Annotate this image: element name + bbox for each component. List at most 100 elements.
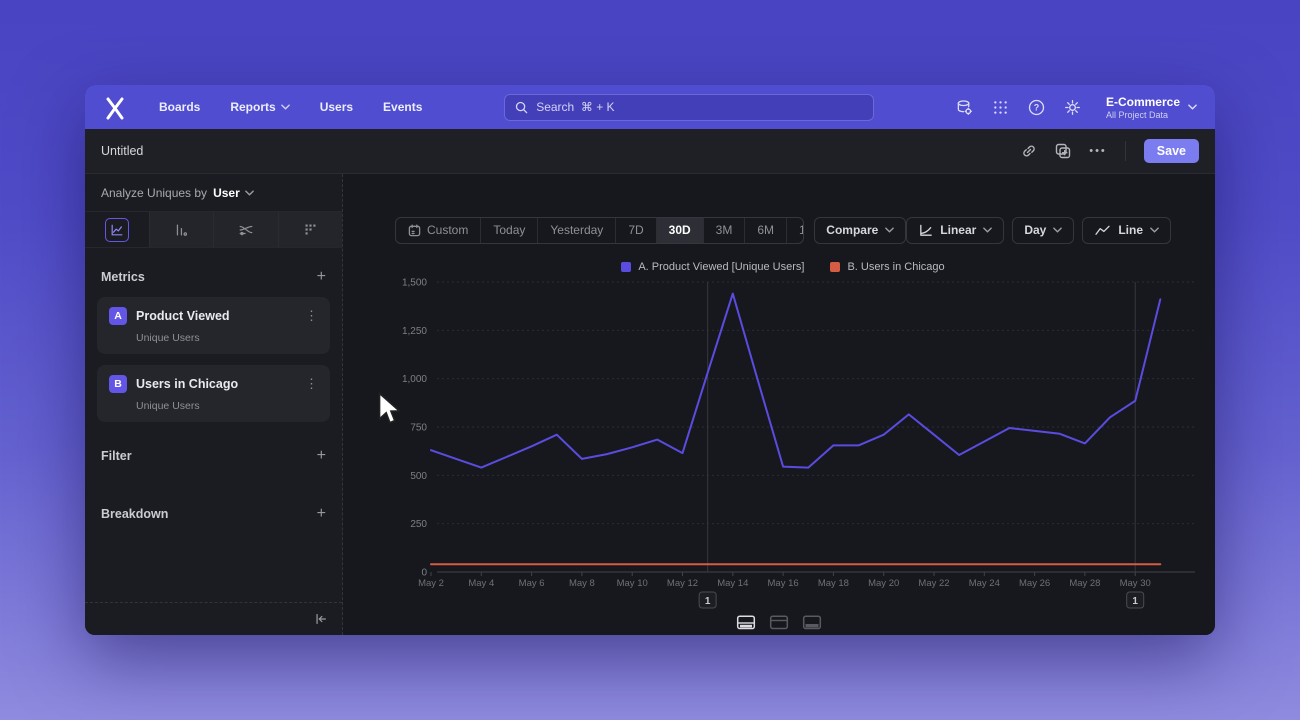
interval-dropdown[interactable]: Day xyxy=(1012,216,1075,244)
search-icon xyxy=(516,101,528,113)
scale-label: Linear xyxy=(940,223,977,237)
metric-menu-icon[interactable]: ⋮ xyxy=(305,308,318,323)
collapse-sidebar-icon[interactable] xyxy=(314,612,328,626)
nav-item-users[interactable]: Users xyxy=(320,100,353,114)
legend-item-a[interactable]: A. Product Viewed [Unique Users] xyxy=(621,261,804,273)
filter-section-header: Filter + xyxy=(85,448,342,464)
settings-gear-icon[interactable] xyxy=(1064,99,1081,116)
annotation-badge-label: 1 xyxy=(1132,596,1138,607)
line-style-icon xyxy=(1095,225,1110,235)
y-tick-label: 500 xyxy=(410,471,427,482)
breakdown-header-label: Breakdown xyxy=(101,507,169,521)
legend-item-b[interactable]: B. Users in Chicago xyxy=(830,261,945,273)
nav-item-events[interactable]: Events xyxy=(383,100,422,114)
add-metric-button[interactable]: + xyxy=(316,268,326,285)
metric-card-a[interactable]: A Product Viewed ⋮ Unique Users xyxy=(97,297,330,354)
analyze-label: Analyze Uniques by xyxy=(101,185,208,200)
sidebar-footer xyxy=(85,602,342,635)
nav-item-label: Users xyxy=(319,100,354,114)
x-tick-label: May 26 xyxy=(1019,578,1050,589)
line-chart: 0 250 500 750 1,000 1,250 1,500 May 2 May 4 May 6… xyxy=(402,278,1195,609)
range-today[interactable]: Today xyxy=(480,217,537,243)
range-label: 7D xyxy=(628,223,644,237)
metric-badge: B xyxy=(109,375,127,393)
query-sidebar: Analyze Uniques by User xyxy=(85,174,343,635)
range-6m[interactable]: 6M xyxy=(744,217,786,243)
x-tick-label: May 28 xyxy=(1069,578,1100,589)
nav-item-reports[interactable]: Reports xyxy=(230,100,290,114)
add-filter-button[interactable]: + xyxy=(316,447,326,464)
analyze-entity-dropdown[interactable]: User xyxy=(213,186,254,200)
search-input[interactable] xyxy=(536,100,864,114)
x-tick-label: May 30 xyxy=(1120,578,1151,589)
range-label: Yesterday xyxy=(550,223,604,237)
metric-subtitle: Unique Users xyxy=(136,332,200,344)
data-management-icon[interactable] xyxy=(956,99,973,116)
help-icon[interactable]: ? xyxy=(1028,99,1045,116)
line-chart-icon xyxy=(104,217,129,242)
x-tick-label: May 22 xyxy=(918,578,949,589)
y-tick-label: 1,000 xyxy=(402,374,427,385)
search-bar[interactable] xyxy=(504,93,875,121)
chart-type-insights-line[interactable] xyxy=(85,212,149,247)
link-icon[interactable] xyxy=(1021,143,1037,159)
range-12m[interactable]: 12M xyxy=(786,217,803,243)
metric-menu-icon[interactable]: ⋮ xyxy=(305,376,318,391)
legend-swatch xyxy=(621,262,632,272)
legend-label: A. Product Viewed [Unique Users] xyxy=(638,261,805,273)
project-subtitle: All Project Data xyxy=(1105,109,1168,120)
chevron-down-icon xyxy=(983,227,993,233)
chevron-down-icon xyxy=(280,104,290,110)
chevron-down-icon xyxy=(244,189,254,196)
flows-icon xyxy=(239,225,253,235)
add-breakdown-button[interactable]: + xyxy=(316,505,326,522)
chevron-down-icon xyxy=(1150,227,1159,233)
scale-dropdown[interactable]: Linear xyxy=(906,216,1005,244)
range-30d[interactable]: 30D xyxy=(655,217,703,243)
nav-item-boards[interactable]: Boards xyxy=(159,100,200,114)
nav-item-label: Reports xyxy=(230,100,276,114)
compare-button[interactable]: Compare xyxy=(814,216,907,244)
more-options-icon[interactable]: ••• xyxy=(1089,145,1107,157)
chart-type-bar[interactable] xyxy=(148,212,213,247)
save-button[interactable]: Save xyxy=(1143,139,1199,163)
compare-label: Compare xyxy=(826,223,879,237)
x-tick-label: May 8 xyxy=(569,578,595,589)
range-label: 6M xyxy=(757,223,775,237)
chart-type-retention[interactable] xyxy=(277,212,342,247)
bar-chart-icon xyxy=(177,223,188,236)
range-3m[interactable]: 3M xyxy=(702,217,745,243)
date-range-segmented-control: Custom Today Yesterday 7D 30D 3M 6M 12M xyxy=(395,216,805,244)
mixpanel-logo-icon[interactable] xyxy=(103,95,127,120)
x-tick-label: May 10 xyxy=(617,578,648,589)
range-custom[interactable]: Custom xyxy=(396,218,480,243)
apps-grid-icon[interactable] xyxy=(992,99,1009,116)
nav-item-label: Events xyxy=(383,100,423,114)
x-tick-label: May 6 xyxy=(519,578,545,589)
chart-type-flows[interactable] xyxy=(213,212,278,247)
analyze-row: Analyze Uniques by User xyxy=(85,174,342,211)
chart-only-view-icon[interactable] xyxy=(769,615,789,630)
range-7d[interactable]: 7D xyxy=(615,217,655,243)
chevron-down-icon xyxy=(885,227,895,233)
annotation-badge[interactable] xyxy=(698,591,717,609)
y-tick-label: 0 xyxy=(421,568,427,579)
report-title[interactable]: Untitled xyxy=(101,144,144,158)
chart-and-table-view-icon[interactable] xyxy=(736,615,756,630)
retention-grid-icon xyxy=(305,224,316,235)
series-line xyxy=(430,292,1162,469)
metric-card-b[interactable]: B Users in Chicago ⋮ Unique Users xyxy=(97,365,330,422)
x-tick-label: May 24 xyxy=(969,578,1000,589)
chart-controls: Custom Today Yesterday 7D 30D 3M 6M 12M Compare… xyxy=(395,216,1171,244)
table-only-view-icon[interactable] xyxy=(802,615,822,630)
chevron-down-icon xyxy=(1053,227,1063,233)
annotation-badge[interactable] xyxy=(1126,591,1145,609)
y-tick-label: 750 xyxy=(410,423,427,434)
chart-style-dropdown[interactable]: Line xyxy=(1082,216,1171,244)
range-yesterday[interactable]: Yesterday xyxy=(537,217,615,243)
project-switcher[interactable]: E-Commerce All Project Data xyxy=(1106,95,1197,120)
metric-badge: A xyxy=(109,307,127,325)
interval-label: Day xyxy=(1024,223,1047,237)
duplicate-icon[interactable] xyxy=(1055,143,1071,159)
